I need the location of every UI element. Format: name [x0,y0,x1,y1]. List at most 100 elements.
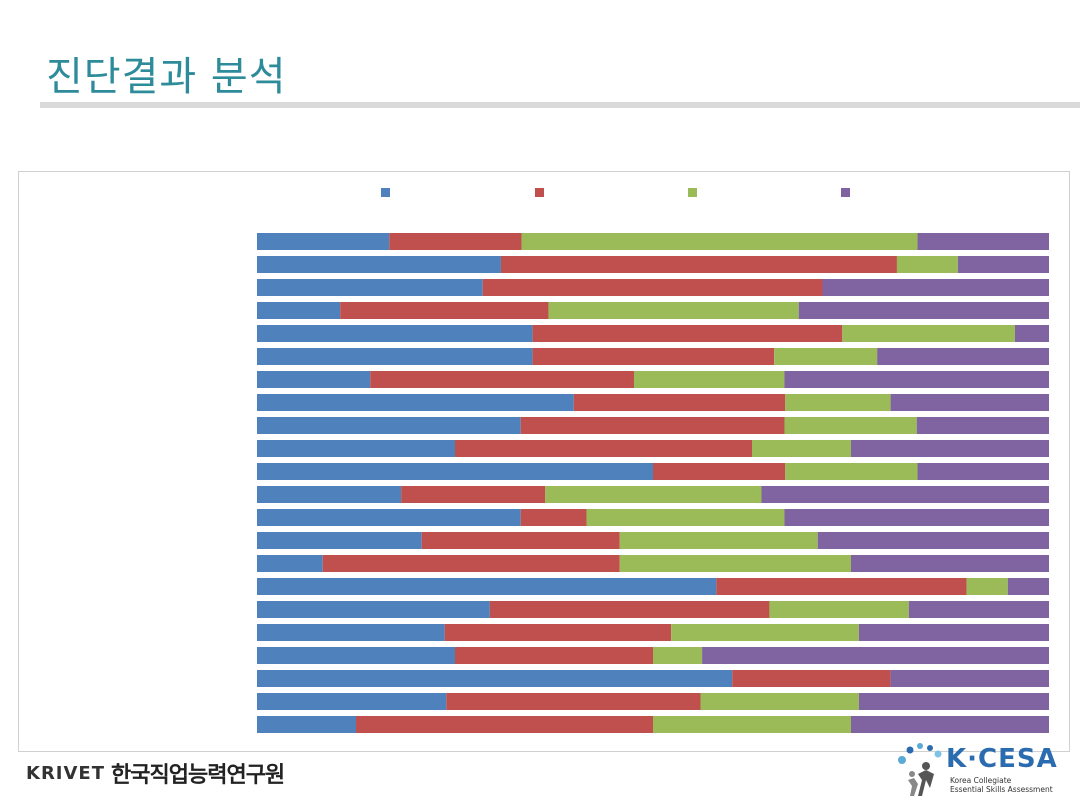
bar-row-20-series-4 [890,670,1049,687]
bar-row-7-series-2 [370,371,634,388]
legend-marker-series-4 [841,188,850,197]
bar-row-4-series-1 [257,302,341,319]
bar-row-16-series-1 [257,578,717,595]
bar-row-18-series-3 [671,624,859,641]
bar-row-14-series-1 [257,532,422,549]
bar-row-20-series-1 [257,670,733,687]
bar-row-19-series-2 [455,647,653,664]
bar-row-19-series-3 [653,647,703,664]
bar-row-1-series-1 [257,233,390,250]
bar-row-10-series-2 [455,440,752,457]
bar-row-15-series-3 [619,555,851,572]
bar-row-6-series-4 [877,348,1049,365]
bar-row-1-series-2 [389,233,522,250]
bar-row-18-series-4 [858,624,1049,641]
bar-row-5-series-4 [1014,325,1049,342]
legend-marker-series-1 [381,188,390,197]
bar-row-9-series-3 [784,417,917,434]
bar-row-1-series-3 [521,233,918,250]
bar-row-5-series-1 [257,325,533,342]
bar-row-4-series-4 [798,302,1049,319]
bar-row-10-series-4 [851,440,1049,457]
bar-row-9-series-1 [257,417,521,434]
bar-row-2-series-1 [257,256,501,273]
kcesa-logo: K·CESA Korea Collegiate Essential Skills… [892,740,1062,800]
bar-row-8-series-2 [573,394,786,411]
bar-row-14-series-3 [619,532,818,549]
bar-row-17-series-3 [769,601,909,618]
bar-row-21-series-4 [858,693,1049,710]
kcesa-tagline-line-2: Essential Skills Assessment [950,785,1053,794]
title-divider [40,102,1080,108]
bar-row-2-series-4 [957,256,1049,273]
bar-row-7-series-1 [257,371,371,388]
bar-row-11-series-3 [785,463,918,480]
kcesa-logo-text: K·CESA [946,744,1058,774]
bar-row-17-series-2 [489,601,770,618]
bar-row-22-series-1 [257,716,356,733]
bar-row-9-series-2 [520,417,785,434]
bar-row-2-series-2 [500,256,897,273]
bar-row-22-series-2 [356,716,653,733]
bar-row-18-series-1 [257,624,445,641]
bar-row-14-series-4 [817,532,1049,549]
bar-row-8-series-1 [257,394,574,411]
bar-row-21-series-3 [700,693,859,710]
bar-row-5-series-3 [842,325,1015,342]
bar-row-10-series-3 [752,440,851,457]
bar-row-4-series-2 [340,302,549,319]
bar-row-12-series-2 [401,486,546,503]
bar-row-20-series-2 [732,670,891,687]
bar-row-11-series-1 [257,463,653,480]
bar-row-19-series-1 [257,647,455,664]
bar-row-17-series-1 [257,601,490,618]
bar-row-2-series-3 [896,256,958,273]
bar-row-10-series-1 [257,440,455,457]
bar-row-15-series-1 [257,555,323,572]
bar-row-8-series-3 [785,394,891,411]
bar-row-6-series-2 [532,348,775,365]
legend-marker-series-3 [688,188,697,197]
bar-row-11-series-4 [917,463,1049,480]
bar-row-12-series-3 [545,486,762,503]
krivet-org-name: 한국직업능력연구원 [111,763,285,788]
bar-row-16-series-3 [966,578,1008,595]
bar-row-1-series-4 [917,233,1049,250]
bar-row-17-series-4 [908,601,1049,618]
kcesa-people-icon [898,743,942,796]
bar-row-11-series-2 [653,463,786,480]
bar-row-22-series-3 [653,716,851,733]
bar-row-21-series-2 [446,693,701,710]
bar-row-14-series-2 [421,532,620,549]
bar-row-16-series-4 [1007,578,1049,595]
bar-row-18-series-2 [444,624,672,641]
bar-row-3-series-4 [822,279,1049,296]
bar-row-3-series-2 [482,279,823,296]
krivet-logo-text: KRIVET [26,762,106,784]
bar-row-3-series-1 [257,279,483,296]
kcesa-tagline: Korea Collegiate Essential Skills Assess… [950,776,1060,794]
bar-row-13-series-2 [520,509,587,526]
bar-row-5-series-2 [532,325,843,342]
bar-row-8-series-4 [890,394,1049,411]
bar-row-12-series-1 [257,486,402,503]
bar-row-13-series-3 [586,509,785,526]
bar-row-9-series-4 [916,417,1049,434]
bar-row-6-series-3 [774,348,878,365]
bar-row-15-series-4 [851,555,1049,572]
bar-row-13-series-1 [257,509,521,526]
bar-row-13-series-4 [784,509,1049,526]
bar-row-6-series-1 [257,348,533,365]
bar-row-4-series-3 [548,302,799,319]
bar-row-7-series-4 [784,371,1049,388]
bar-row-7-series-3 [633,371,785,388]
bar-row-22-series-4 [851,716,1049,733]
slide-title: 진단결과 분석 [46,54,287,100]
bar-row-15-series-2 [322,555,620,572]
krivet-logo: KRIVET 한국직업능력연구원 [26,756,285,790]
bar-row-16-series-2 [716,578,967,595]
bar-row-19-series-4 [702,647,1049,664]
chart-frame [18,171,1070,752]
bar-row-12-series-4 [761,486,1049,503]
legend-marker-series-2 [535,188,544,197]
